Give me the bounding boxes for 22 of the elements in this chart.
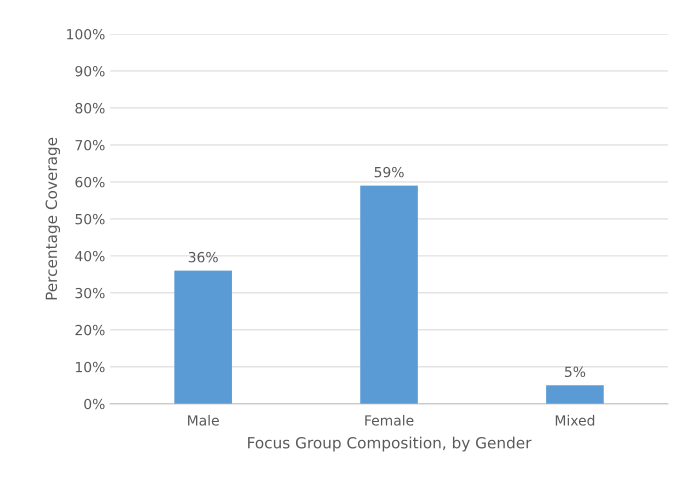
y-tick-label: 40%: [75, 250, 105, 262]
data-label: 59%: [374, 166, 404, 178]
y-tick-label: 50%: [76, 214, 105, 224]
y-tick-label: 70%: [76, 140, 105, 150]
y-tick-label: 90%: [75, 66, 105, 76]
y-tick-label: 20%: [75, 324, 105, 336]
y-tick-label: 30%: [76, 288, 105, 298]
bar: [546, 385, 604, 404]
x-tick-label: Mixed: [556, 414, 594, 426]
y-tick-label: 80%: [75, 102, 105, 114]
bar: [360, 186, 418, 404]
x-axis-title: Focus Group Composition, by Gender: [248, 436, 532, 452]
data-label: 5%: [564, 366, 586, 378]
x-tick-label: Male: [188, 414, 219, 426]
bar: [174, 270, 232, 404]
data-label: 36%: [188, 252, 218, 262]
y-tick-label: 0%: [84, 398, 105, 410]
y-tick-label: 60%: [75, 176, 105, 188]
y-axis-title: Percentage Coverage: [46, 138, 60, 300]
y-tick-label: 10%: [76, 362, 105, 372]
y-tick-label: 100%: [67, 28, 105, 40]
x-tick-label: Female: [365, 414, 414, 426]
